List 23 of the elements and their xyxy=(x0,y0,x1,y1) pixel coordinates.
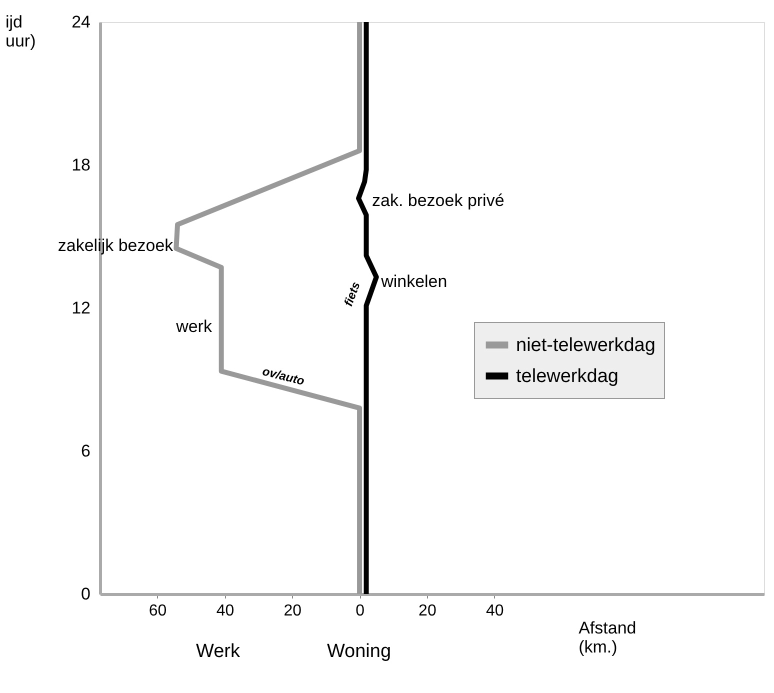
y-tick-label: 24 xyxy=(72,12,90,32)
y-tick-label: 6 xyxy=(81,442,90,460)
annotation: ov/auto xyxy=(261,364,306,388)
x-axis-title: Afstand (km.) xyxy=(578,618,636,656)
x-tick-label: 60 xyxy=(148,602,167,620)
y-axis-title: ijd uur) xyxy=(6,12,36,50)
annotation: winkelen xyxy=(380,272,448,291)
y-tick-label: 18 xyxy=(72,156,90,174)
annotation: zak. bezoek privé xyxy=(372,191,504,210)
x-tick-label: 20 xyxy=(284,602,302,620)
legend-label: niet-telewerkdag xyxy=(516,335,656,356)
y-tick-label: 0 xyxy=(81,584,90,604)
annotation: werk xyxy=(175,317,212,336)
annotation: zakelijk bezoek xyxy=(58,236,174,256)
text: Werk xyxy=(196,641,240,662)
x-tick-label: 0 xyxy=(356,602,365,620)
x-tick-label: 40 xyxy=(216,602,234,620)
text: Woning xyxy=(326,641,392,662)
legend-label: telewerkdag xyxy=(516,366,618,387)
annotation: fiets xyxy=(341,280,363,308)
x-tick-label: 20 xyxy=(418,602,436,620)
y-tick-label: 12 xyxy=(72,298,90,318)
x-tick-label: 40 xyxy=(486,602,504,620)
